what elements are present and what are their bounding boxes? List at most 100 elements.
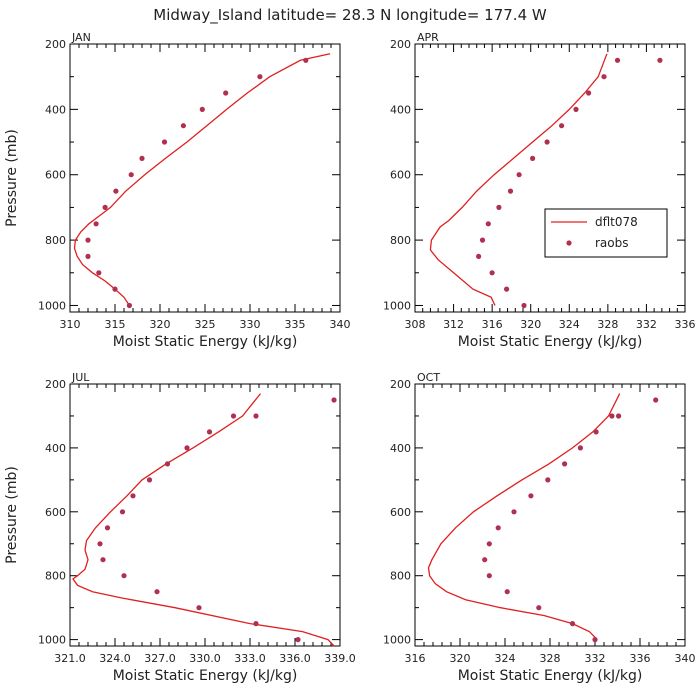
x-tick-label: 320 [520, 318, 541, 331]
y-tick-label: 200 [390, 38, 411, 51]
raob-point [331, 397, 337, 403]
x-tick-label: 316 [405, 652, 426, 665]
x-tick-label: 328 [597, 318, 618, 331]
raob-point [146, 477, 153, 483]
raob-point [489, 270, 495, 276]
x-tick-label: 324 [495, 652, 516, 665]
x-tick-label: 336 [675, 318, 696, 331]
chart-panel-apr: APR 308 312 316 320 324 328 332 336 200 400 600 800 1… [383, 31, 696, 350]
x-tick-label: 336 [630, 652, 651, 665]
y-tick-label: 1000 [383, 634, 411, 647]
raob-point [486, 573, 492, 579]
y-axis-label: Pressure (mb) [4, 466, 20, 564]
plot-frame [69, 43, 341, 313]
raob-point [593, 429, 599, 435]
x-tick-label: 325 [195, 318, 216, 331]
y-tick-label: 200 [45, 38, 66, 51]
raob-point [486, 541, 492, 547]
y-tick-label: 1000 [38, 634, 66, 647]
y-tick-label: 400 [45, 103, 66, 116]
x-tick-label: 328 [540, 652, 561, 665]
model-profile-line [427, 393, 621, 641]
raob-point [653, 397, 659, 403]
raob-point [230, 413, 237, 419]
x-tick-label: 315 [105, 318, 126, 331]
x-tick-label: 339.0 [324, 652, 356, 665]
x-axis-label: Moist Static Energy (kJ/kg) [458, 668, 643, 684]
raob-point [573, 106, 579, 112]
x-tick-label: 330 [240, 318, 261, 331]
model-profile-line [429, 53, 608, 306]
raob-point [482, 557, 488, 563]
raob-point [85, 253, 91, 259]
x-tick-label: 320 [450, 652, 471, 665]
y-tick-label: 600 [45, 169, 66, 182]
panel-label: JAN [71, 31, 91, 44]
y-tick-label: 800 [390, 570, 411, 583]
raob-point [113, 188, 119, 194]
raob-point [521, 302, 527, 309]
x-axis-label: Moist Static Energy (kJ/kg) [113, 334, 298, 350]
raob-point [253, 413, 259, 419]
raob-point [139, 155, 145, 161]
panel-label: OCT [417, 371, 440, 384]
raob-point [253, 621, 259, 627]
chart-panel-oct: OCT 316 320 324 328 332 336 340 200 400 600 800 1000… [383, 371, 696, 684]
raob-point [601, 74, 607, 80]
chart-panel-jan: JAN 310 315 320 325 330 335 340 200 400 600 800 1000… [4, 31, 351, 350]
y-tick-label: 800 [390, 234, 411, 247]
x-tick-label: 333.0 [234, 652, 266, 665]
raob-point [102, 204, 108, 210]
y-tick-label: 200 [390, 378, 411, 391]
raob-point [100, 557, 106, 563]
raob-point [479, 237, 486, 243]
raob-point [495, 525, 501, 531]
raob-point [609, 413, 615, 419]
y-tick-label: 400 [45, 442, 66, 455]
y-tick-label: 400 [390, 442, 411, 455]
raob-point [592, 637, 598, 643]
raob-point [161, 139, 168, 145]
raob-point [544, 139, 550, 145]
raob-point [528, 493, 534, 499]
raob-point [485, 221, 491, 227]
y-tick-label: 400 [390, 103, 411, 116]
panel-label: JUL [71, 371, 90, 384]
plot-frame [69, 383, 341, 647]
x-axis-label: Moist Static Energy (kJ/kg) [458, 334, 643, 350]
panel-label: APR [417, 31, 439, 44]
raob-point [85, 237, 91, 243]
raob-point [97, 541, 103, 547]
raob-point [180, 123, 186, 129]
raob-point [223, 90, 229, 96]
raob-point [119, 509, 126, 515]
raob-point [257, 74, 263, 80]
raob-point [93, 221, 99, 227]
x-tick-label: 332 [636, 318, 657, 331]
raob-point [507, 188, 514, 194]
x-tick-label: 312 [443, 318, 464, 331]
raob-point [128, 172, 134, 178]
y-tick-label: 600 [390, 506, 411, 519]
raob-point [295, 637, 301, 643]
x-tick-label: 308 [405, 318, 426, 331]
raob-point [577, 445, 584, 451]
raob-point [121, 573, 127, 579]
x-tick-label: 310 [60, 318, 81, 331]
figure-title: Midway_Island latitude= 28.3 N longitude… [153, 6, 547, 25]
y-tick-label: 600 [390, 169, 411, 182]
x-tick-label: 324 [559, 318, 580, 331]
x-axis-label: Moist Static Energy (kJ/kg) [113, 668, 298, 684]
legend-point-swatch [566, 240, 572, 246]
y-tick-label: 800 [45, 570, 66, 583]
model-profile-line [72, 393, 335, 647]
raob-point [303, 57, 309, 63]
plot-frame [414, 43, 686, 313]
x-tick-label: 321.0 [54, 652, 86, 665]
raob-point [476, 253, 482, 259]
y-tick-label: 800 [45, 234, 66, 247]
y-axis-label: Pressure (mb) [4, 129, 20, 227]
raob-point [104, 525, 111, 531]
raob-point [530, 155, 536, 161]
